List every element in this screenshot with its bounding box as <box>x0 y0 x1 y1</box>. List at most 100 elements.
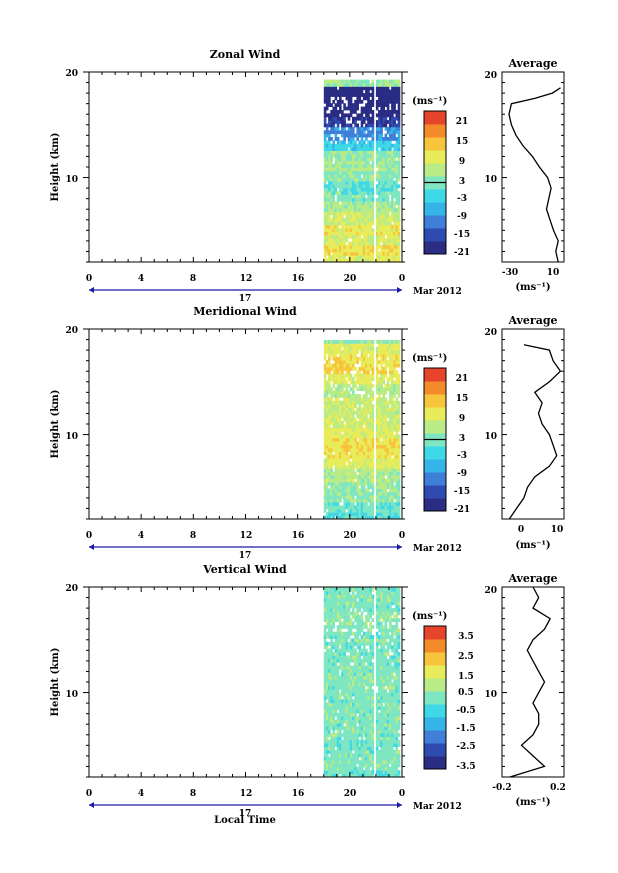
heatmap-cell <box>356 235 359 239</box>
heatmap-cell <box>325 706 329 710</box>
heatmap-cell <box>358 343 362 348</box>
heatmap-cell <box>395 471 399 476</box>
heatmap-cell <box>325 79 329 84</box>
heatmap-cell <box>325 475 329 479</box>
heatmap-cell <box>336 475 340 479</box>
heatmap-cell <box>325 238 329 243</box>
heatmap-cell <box>330 598 333 602</box>
heatmap-cell <box>362 410 366 415</box>
heatmap-cell <box>356 187 359 192</box>
heatmap-cell <box>384 512 388 516</box>
heatmap-cell <box>382 498 385 503</box>
heatmap-cell <box>365 373 368 378</box>
heatmap-cell <box>334 648 338 653</box>
heatmap-cell <box>347 174 351 178</box>
heatmap-cell <box>325 692 329 697</box>
heatmap-cell <box>367 214 370 219</box>
heatmap-cell <box>365 353 368 358</box>
heatmap-cell <box>325 140 329 145</box>
heatmap-cell <box>325 478 329 483</box>
heatmap-cell <box>354 133 357 138</box>
heatmap-cell <box>332 248 335 253</box>
heatmap-cell <box>341 228 344 232</box>
heatmap-cell <box>375 475 379 479</box>
heatmap-cell <box>384 164 388 168</box>
heatmap-cell <box>382 475 385 479</box>
heatmap-cell <box>365 733 368 737</box>
heatmap-cell <box>352 150 355 155</box>
heatmap-cell <box>343 218 346 222</box>
heatmap-cell <box>393 170 396 175</box>
heatmap-cell <box>395 508 399 513</box>
heatmap-cell <box>352 180 355 185</box>
heatmap-cell <box>336 739 340 744</box>
heatmap-cell <box>375 123 379 128</box>
heatmap-cell <box>354 454 357 459</box>
heatmap-cell <box>395 437 399 442</box>
heatmap-cell <box>371 434 375 439</box>
heatmap-cell <box>391 184 394 189</box>
heatmap-cell <box>341 604 344 609</box>
heatmap-cell <box>343 743 346 747</box>
heatmap-cell <box>393 390 396 395</box>
heatmap-cell <box>365 224 368 229</box>
heatmap-cell <box>362 594 366 599</box>
heatmap-cell <box>347 106 351 111</box>
heatmap-cell <box>365 695 368 700</box>
heatmap-cell <box>356 658 359 663</box>
heatmap-cell <box>352 682 355 687</box>
heatmap-cell <box>365 468 368 473</box>
heatmap-cell <box>384 93 388 97</box>
heatmap-cell <box>336 773 340 777</box>
heatmap-cell <box>328 211 331 216</box>
heatmap-cell <box>336 505 340 510</box>
heatmap-cell <box>393 394 396 398</box>
heatmap-cell <box>334 608 338 612</box>
heatmap-cell <box>347 498 351 503</box>
heatmap-cell <box>341 343 344 348</box>
heatmap-cell <box>380 360 383 364</box>
heatmap-cell <box>334 441 338 446</box>
heatmap-cell <box>332 608 335 612</box>
heatmap-cell <box>356 608 359 612</box>
heatmap-cell <box>349 498 353 503</box>
heatmap-cell <box>354 116 357 121</box>
heatmap-cell <box>345 96 349 101</box>
heatmap-cell <box>334 631 338 636</box>
heatmap-cell <box>323 726 327 731</box>
heatmap-cell <box>323 753 327 758</box>
heatmap-cell <box>336 495 340 500</box>
heatmap-cell <box>332 214 335 219</box>
heatmap-cell <box>323 377 327 381</box>
heatmap-cell <box>365 631 368 636</box>
heatmap-cell <box>375 201 379 205</box>
heatmap-cell <box>347 478 351 483</box>
heatmap-cell <box>336 614 340 619</box>
heatmap-cell <box>356 631 359 636</box>
heatmap-cell <box>395 153 399 158</box>
heatmap-cell <box>380 427 383 432</box>
heatmap-cell <box>369 147 372 151</box>
heatmap-cell <box>334 699 338 704</box>
heatmap-cell <box>365 475 368 479</box>
heatmap-cell <box>375 153 379 158</box>
meridional-wind-ytick-10: 10 <box>65 432 78 442</box>
heatmap-cell <box>367 481 370 486</box>
heatmap-cell <box>323 167 327 172</box>
heatmap-cell <box>380 414 383 419</box>
heatmap-cell <box>352 93 355 97</box>
heatmap-cell <box>341 770 344 774</box>
heatmap-cell <box>378 208 381 212</box>
heatmap-cell <box>360 505 364 510</box>
heatmap-cell <box>349 417 353 422</box>
heatmap-cell <box>358 515 362 519</box>
heatmap-cell <box>330 377 333 381</box>
heatmap-cell <box>330 648 333 653</box>
heatmap-cell <box>345 197 349 202</box>
heatmap-cell <box>371 604 375 609</box>
heatmap-cell <box>369 157 372 162</box>
heatmap-cell <box>352 251 355 256</box>
heatmap-cell <box>378 170 381 175</box>
heatmap-cell <box>349 167 353 172</box>
heatmap-cell <box>347 390 351 395</box>
